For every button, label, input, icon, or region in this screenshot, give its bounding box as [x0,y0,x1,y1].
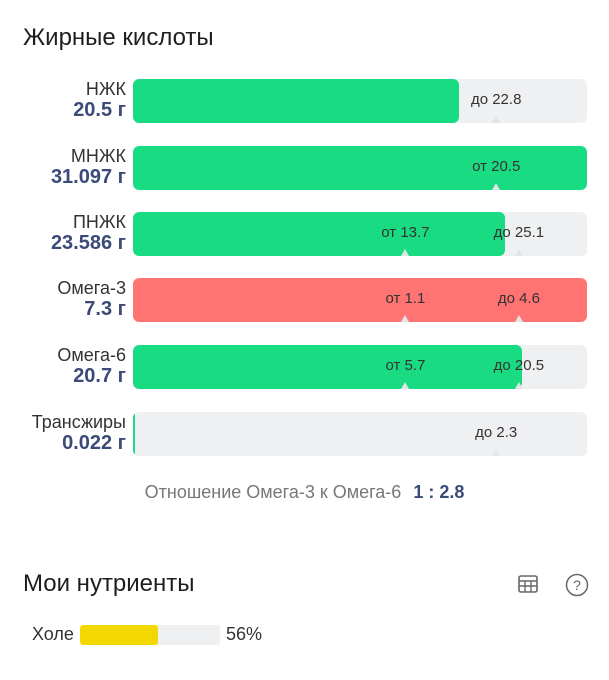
fatty-acid-name: Омега-6 [57,345,126,365]
marker-triangle-icon [401,382,410,389]
fatty-acid-amount: 20.5 г [73,99,126,121]
marker-triangle-icon [401,315,410,322]
fatty-acid-bar-fill [133,278,587,322]
marker-triangle-icon [514,249,523,256]
range-marker-label: до 2.3 [475,424,518,441]
nutrient-name: Холе [32,624,74,644]
range-marker-label: от 1.1 [385,290,426,307]
section-title-nutrients: Мои нутриенты [23,570,195,597]
fatty-acid-name: ПНЖК [72,212,126,232]
fatty-acid-name: НЖК [85,79,126,99]
fatty-acid-label: МНЖК 31.097 г [51,146,126,188]
fatty-acid-row: Трансжиры 0.022 г до 2.3 [0,412,609,458]
marker-triangle-icon [492,449,501,456]
section-title-fatty-acids: Жирные кислоты [23,24,214,51]
fatty-acid-row: Омега-3 7.3 г от 1.1 до 4.6 [0,278,609,324]
fatty-acid-row: НЖК 20.5 г до 22.8 [0,79,609,125]
marker-triangle-icon [401,249,410,256]
range-marker-label: от 20.5 [472,158,521,175]
fatty-acid-amount: 23.586 г [50,232,126,254]
nutrient-progress-fill [79,624,159,645]
fatty-acid-bar: от 13.7 до 25.1 [133,212,587,256]
fatty-acid-name: Омега-3 [57,278,126,298]
fatty-acid-row: МНЖК 31.097 г от 20.5 [0,146,609,192]
range-marker-label: до 4.6 [497,290,540,307]
fatty-acid-bar: до 22.8 [133,79,587,123]
fatty-acid-label: НЖК 20.5 г [73,79,126,121]
fatty-acid-bar-fill [133,146,587,190]
range-marker-label: от 5.7 [385,357,426,374]
fatty-acid-label: Трансжиры 0.022 г [32,412,126,454]
fatty-acid-bar-fill [133,345,523,389]
range-marker-label: до 22.8 [470,91,522,108]
fatty-acid-bar: до 2.3 [133,412,587,456]
fatty-acid-amount: 31.097 г [50,166,126,188]
fatty-acid-amount: 7.3 г [84,298,126,320]
range-marker-label: до 20.5 [493,357,545,374]
fatty-acid-label: Омега-6 20.7 г [57,345,126,387]
fatty-acid-amount: 0.022 г [62,432,126,454]
fatty-acid-amount: 20.7 г [73,365,126,387]
fatty-acid-bar-fill [133,79,459,123]
marker-triangle-icon [514,382,523,389]
fatty-acid-label: Омега-3 7.3 г [57,278,126,320]
omega-ratio-value: 1 : 2.8 [413,482,465,502]
fatty-acid-name: Трансжиры [31,412,126,432]
help-icon[interactable]: ? [565,573,589,597]
marker-triangle-icon [492,183,501,190]
nutrient-row[interactable]: Холе 56% [32,624,262,645]
nutrient-progress [79,624,220,645]
range-marker-label: от 13.7 [381,224,430,241]
nutrient-percent: 56% [225,624,262,644]
fatty-acid-bar-fill [133,212,506,256]
fatty-acid-name: МНЖК [70,146,126,166]
fatty-acid-bar: от 5.7 до 20.5 [133,345,587,389]
fatty-acid-bar: от 20.5 [133,146,587,190]
marker-triangle-icon [514,315,523,322]
marker-triangle-icon [492,116,501,123]
table-icon[interactable] [517,573,539,595]
fatty-acid-row: ПНЖК 23.586 г от 13.7 до 25.1 [0,212,609,258]
fatty-acid-row: Омега-6 20.7 г от 5.7 до 20.5 [0,345,609,391]
fatty-acid-label: ПНЖК 23.586 г [51,212,126,254]
fatty-acid-bar: от 1.1 до 4.6 [133,278,587,322]
range-marker-label: до 25.1 [493,224,545,241]
omega-ratio: Отношение Омега-3 к Омега-6 1 : 2.8 [0,482,609,503]
fatty-acid-bar-fill [133,412,136,456]
svg-text:?: ? [573,577,581,593]
omega-ratio-label: Отношение Омега-3 к Омега-6 [144,482,402,502]
